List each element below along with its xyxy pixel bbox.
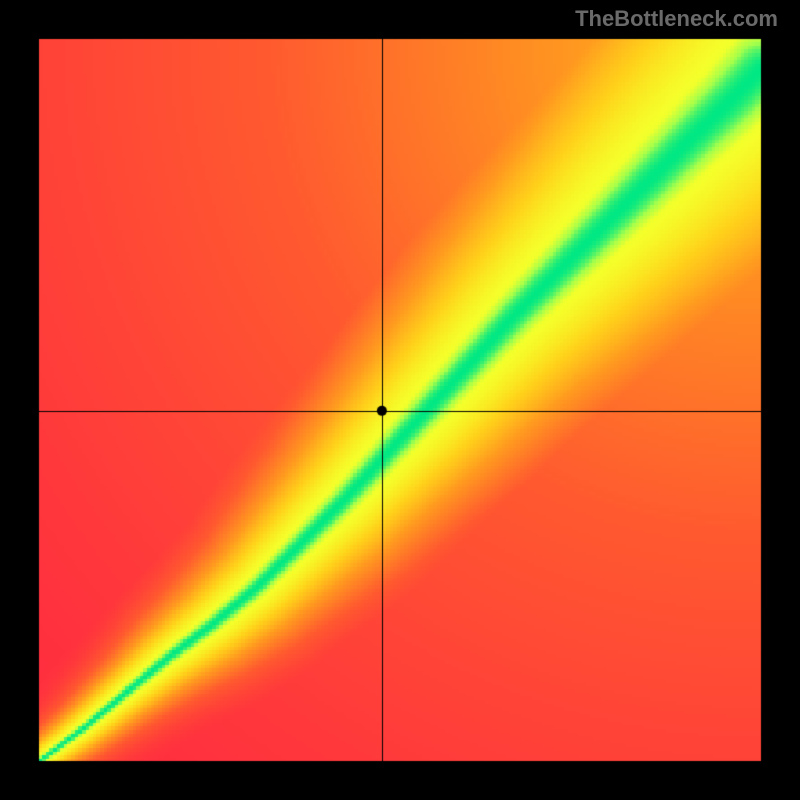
watermark-text: TheBottleneck.com: [575, 6, 778, 32]
chart-container: TheBottleneck.com: [0, 0, 800, 800]
heatmap-canvas: [0, 0, 800, 800]
